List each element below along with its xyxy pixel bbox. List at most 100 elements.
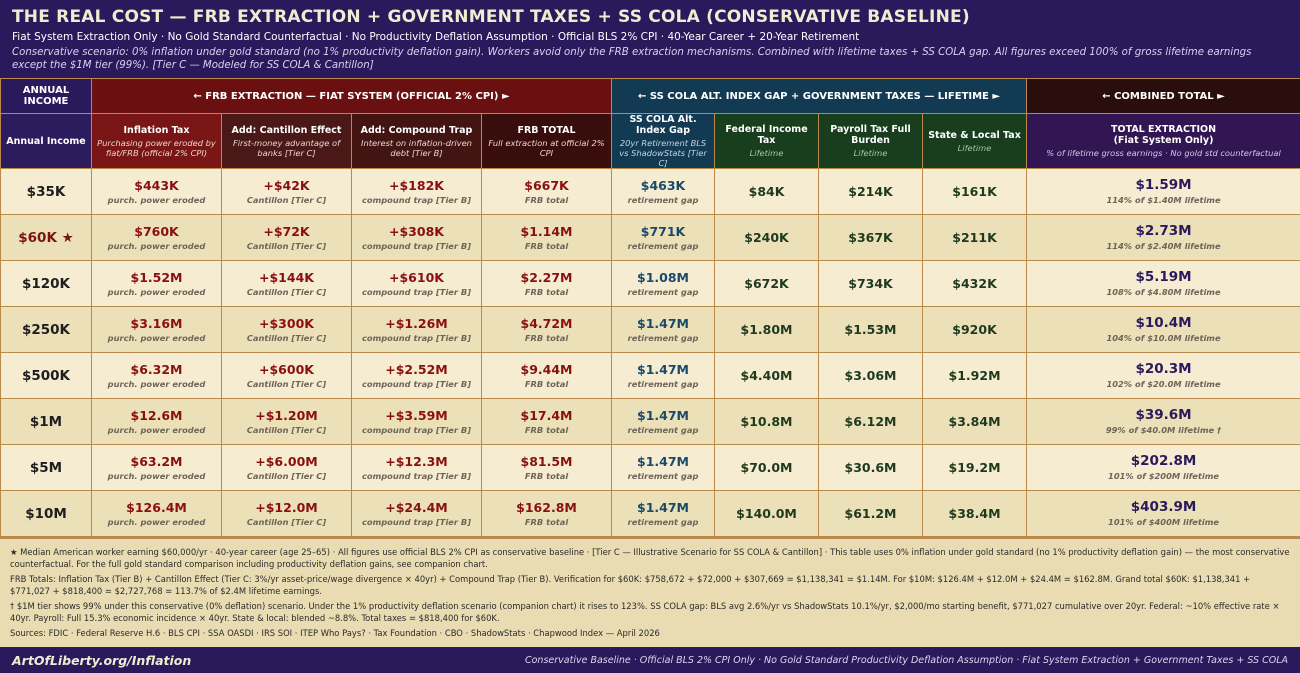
cell-state-local-tax-value: $38.4M bbox=[948, 506, 1001, 521]
total-note: 99% of $40.0M lifetime † bbox=[1105, 424, 1222, 435]
cell-cantillon-value: +$300K bbox=[259, 315, 314, 331]
group-frb-extraction: ← FRB EXTRACTION — FIAT SYSTEM (OFFICIAL… bbox=[90, 78, 613, 114]
table-row: $10M $126.4M purch. power eroded +$12.0M Can… bbox=[0, 490, 1300, 537]
cell-cantillon-label: Cantillon [Tier C] bbox=[246, 332, 327, 343]
cell-compound-trap: +$308K compound trap [Tier B] bbox=[351, 214, 482, 261]
cell-payroll-tax: $6.12M bbox=[818, 398, 924, 445]
cell-inflation-tax-value: $6.32M bbox=[130, 361, 183, 377]
cell-income: $120K bbox=[0, 260, 92, 307]
cell-ss-cola-gap: $771K retirement gap bbox=[611, 214, 716, 261]
cell-compound-trap-label: compound trap [Tier B] bbox=[361, 240, 472, 251]
cell-payroll-tax: $734K bbox=[818, 260, 924, 307]
group-income: ANNUAL INCOME bbox=[0, 78, 92, 114]
cell-total-extraction: $202.8M 101% of $200M lifetime bbox=[1026, 444, 1300, 491]
total-value: $39.6M bbox=[1135, 406, 1192, 423]
cell-state-local-tax-value: $432K bbox=[952, 276, 997, 291]
cell-compound-trap-value: +$308K bbox=[389, 223, 444, 239]
cell-payroll-tax-value: $61.2M bbox=[844, 506, 897, 521]
cell-cantillon: +$300K Cantillon [Tier C] bbox=[221, 306, 352, 353]
cell-ss-cola-gap-value: $1.47M bbox=[637, 315, 689, 331]
cell-frb-total-label: FRB total bbox=[524, 516, 569, 527]
col-payroll-tax: Payroll Tax Full Burden Lifetime bbox=[818, 113, 924, 169]
cell-ss-cola-gap-value: $1.47M bbox=[637, 499, 689, 515]
cell-frb-total: $162.8M FRB total bbox=[480, 490, 613, 537]
cell-income: $35K bbox=[0, 168, 92, 215]
cell-cantillon-value: +$600K bbox=[259, 361, 314, 377]
footnote-median: ★ Median American worker earning $60,000… bbox=[10, 547, 1290, 569]
cell-cantillon-value: +$42K bbox=[263, 177, 310, 193]
cell-ss-cola-gap-value: $1.47M bbox=[637, 407, 689, 423]
cell-compound-trap-label: compound trap [Tier B] bbox=[361, 516, 472, 527]
footer-brand: ArtOfLiberty.org/Inflation bbox=[12, 652, 192, 668]
cell-ss-cola-gap-value: $1.08M bbox=[637, 269, 689, 285]
cell-inflation-tax-value: $3.16M bbox=[130, 315, 183, 331]
cell-cantillon: +$72K Cantillon [Tier C] bbox=[221, 214, 352, 261]
total-note: 102% of $20.0M lifetime bbox=[1106, 378, 1221, 389]
table-row: $120K $1.52M purch. power eroded +$144K Cant… bbox=[0, 260, 1300, 307]
cell-payroll-tax: $1.53M bbox=[818, 306, 924, 353]
cell-frb-total-value: $81.5M bbox=[520, 453, 573, 469]
total-value: $10.4M bbox=[1135, 314, 1192, 331]
cell-payroll-tax: $61.2M bbox=[818, 490, 924, 537]
cell-compound-trap: +$2.52M compound trap [Tier B] bbox=[351, 352, 482, 399]
total-value: $5.19M bbox=[1135, 268, 1192, 285]
col-federal-tax: Federal Income Tax Lifetime bbox=[714, 113, 820, 169]
cell-state-local-tax: $1.92M bbox=[922, 352, 1028, 399]
col-cantillon: Add: Cantillon Effect First-money advanta… bbox=[221, 113, 352, 169]
footnote-dagger: † $1M tier shows 99% under this conserva… bbox=[10, 601, 1280, 623]
cell-income: $60K ★ bbox=[0, 214, 92, 261]
cell-compound-trap-value: +$24.4M bbox=[385, 499, 448, 515]
extraction-table: ANNUAL INCOME ← FRB EXTRACTION — FIAT SY… bbox=[0, 78, 1300, 537]
cell-frb-total-label: FRB total bbox=[524, 378, 569, 389]
total-note: 114% of $2.40M lifetime bbox=[1106, 240, 1221, 251]
footnote-sources: Sources: FDIC · Federal Reserve H.6 · BL… bbox=[10, 628, 660, 638]
table-row: $250K $3.16M purch. power eroded +$300K Cant… bbox=[0, 306, 1300, 353]
cell-inflation-tax: $443K purch. power eroded bbox=[91, 168, 222, 215]
col-frb-total: FRB TOTAL Full extraction at official 2% … bbox=[480, 113, 613, 169]
cell-state-local-tax: $211K bbox=[922, 214, 1028, 261]
group-ss-tax: ← SS COLA ALT. INDEX GAP + GOVERNMENT TA… bbox=[611, 78, 1028, 114]
total-note: 101% of $200M lifetime bbox=[1108, 470, 1220, 481]
group-combined: ← COMBINED TOTAL ► bbox=[1026, 78, 1300, 114]
table-row: $60K ★ $760K purch. power eroded +$72K Canti… bbox=[0, 214, 1300, 261]
col-state-local-tax: State & Local Tax Lifetime bbox=[922, 113, 1028, 169]
cell-cantillon-value: +$6.00M bbox=[255, 453, 318, 469]
page-header: THE REAL COST — FRB EXTRACTION + GOVERNM… bbox=[0, 0, 1300, 78]
cell-cantillon-value: +$72K bbox=[263, 223, 310, 239]
cell-inflation-tax: $760K purch. power eroded bbox=[91, 214, 222, 261]
cell-payroll-tax-value: $1.53M bbox=[844, 322, 897, 337]
cell-state-local-tax-value: $3.84M bbox=[948, 414, 1001, 429]
cell-total-extraction: $20.3M 102% of $20.0M lifetime bbox=[1026, 352, 1300, 399]
cell-cantillon-label: Cantillon [Tier C] bbox=[246, 424, 327, 435]
cell-cantillon: +$1.20M Cantillon [Tier C] bbox=[221, 398, 352, 445]
cell-cantillon-label: Cantillon [Tier C] bbox=[246, 240, 327, 251]
group-header-row: ANNUAL INCOME ← FRB EXTRACTION — FIAT SY… bbox=[0, 78, 1300, 114]
cell-cantillon-value: +$144K bbox=[259, 269, 314, 285]
cell-state-local-tax: $19.2M bbox=[922, 444, 1028, 491]
col-total-extraction: TOTAL EXTRACTION (Fiat System Only)% of l… bbox=[1026, 113, 1300, 169]
cell-payroll-tax-value: $30.6M bbox=[844, 460, 897, 475]
cell-ss-cola-gap: $1.47M retirement gap bbox=[611, 352, 716, 399]
cell-state-local-tax-value: $19.2M bbox=[948, 460, 1001, 475]
cell-compound-trap: +$610K compound trap [Tier B] bbox=[351, 260, 482, 307]
cell-inflation-tax: $63.2M purch. power eroded bbox=[91, 444, 222, 491]
cell-federal-tax-value: $672K bbox=[744, 276, 789, 291]
cell-ss-cola-gap-label: retirement gap bbox=[627, 516, 699, 527]
total-value: $20.3M bbox=[1135, 360, 1192, 377]
cell-income: $5M bbox=[0, 444, 92, 491]
cell-cantillon: +$6.00M Cantillon [Tier C] bbox=[221, 444, 352, 491]
cell-inflation-tax-label: purch. power eroded bbox=[107, 424, 206, 435]
cell-federal-tax: $1.80M bbox=[714, 306, 820, 353]
cell-frb-total-label: FRB total bbox=[524, 332, 569, 343]
cell-ss-cola-gap: $1.47M retirement gap bbox=[611, 398, 716, 445]
cell-total-extraction: $403.9M 101% of $400M lifetime bbox=[1026, 490, 1300, 537]
cell-income: $1M bbox=[0, 398, 92, 445]
cell-compound-trap-value: +$3.59M bbox=[385, 407, 448, 423]
cell-federal-tax: $672K bbox=[714, 260, 820, 307]
total-value: $2.73M bbox=[1135, 222, 1192, 239]
cell-frb-total-value: $162.8M bbox=[516, 499, 577, 515]
cell-frb-total-label: FRB total bbox=[524, 286, 569, 297]
cell-cantillon-label: Cantillon [Tier C] bbox=[246, 516, 327, 527]
cell-inflation-tax-value: $1.52M bbox=[130, 269, 183, 285]
cell-compound-trap-value: +$1.26M bbox=[385, 315, 448, 331]
